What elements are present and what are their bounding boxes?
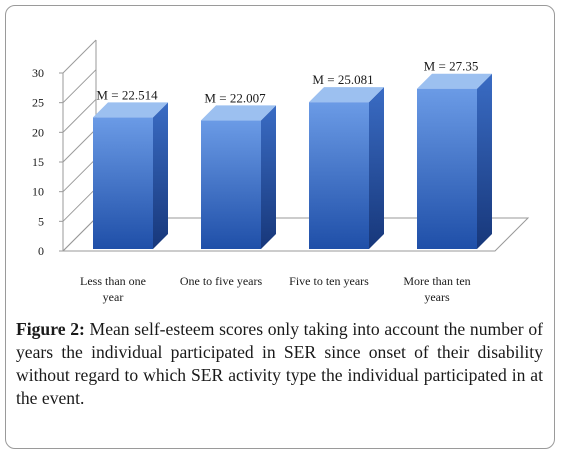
bar-side <box>369 87 384 249</box>
bar <box>201 120 261 249</box>
bar <box>309 102 369 249</box>
bar-side <box>261 105 276 249</box>
bar-top <box>417 73 492 89</box>
data-labels: M = 22.514 M = 22.007 M = 25.081 M = 27.35 <box>96 59 478 106</box>
bar-chart: 0 5 10 15 20 25 30 M = 22.514 M = 22.007 M = 25.… <box>32 39 530 304</box>
y-tick-label: 20 <box>32 125 44 139</box>
bar-side <box>477 73 492 250</box>
y-tick-label: 30 <box>32 66 44 80</box>
x-tick-label: One to five years <box>180 274 263 288</box>
y-grid-diagonal <box>62 158 97 193</box>
bar-top <box>309 87 384 103</box>
data-label: M = 22.514 <box>96 87 158 102</box>
x-tick-label: More than ten <box>403 274 470 288</box>
bar <box>417 88 477 250</box>
x-tick-labels: Less than one year One to five years Five t… <box>80 274 471 304</box>
data-label: M = 27.35 <box>424 59 479 74</box>
figure-caption-text: Mean self-esteem scores only taking into… <box>16 319 543 408</box>
bars <box>93 73 492 250</box>
y-tick-label: 25 <box>32 96 44 110</box>
y-grid-diagonal <box>62 98 97 133</box>
bar <box>93 117 153 249</box>
data-label: M = 25.081 <box>312 72 373 87</box>
x-tick-label: years <box>424 290 450 304</box>
bar-top <box>93 102 168 118</box>
x-tick-label: Less than one <box>80 274 146 288</box>
y-tick-label: 0 <box>38 244 44 258</box>
figure-caption: Figure 2: Mean self-esteem scores only t… <box>16 318 543 410</box>
y-tick-labels: 0 5 10 15 20 25 30 <box>32 66 44 258</box>
y-tick-label: 15 <box>32 155 44 169</box>
y-grid-diagonal <box>62 69 97 104</box>
y-grid-diagonal <box>62 128 97 163</box>
y-grid-diagonal <box>62 217 97 252</box>
figure-label: Figure 2: <box>16 319 85 339</box>
y-tick-label: 10 <box>32 185 44 199</box>
x-tick-label: year <box>103 290 124 304</box>
x-tick-label: Five to ten years <box>289 274 369 288</box>
bar-top <box>201 105 276 121</box>
data-label: M = 22.007 <box>204 90 266 105</box>
y-tick-label: 5 <box>38 214 44 228</box>
y-grid-diagonal <box>62 39 97 74</box>
bar-side <box>153 102 168 249</box>
y-grid-diagonal <box>62 187 97 222</box>
